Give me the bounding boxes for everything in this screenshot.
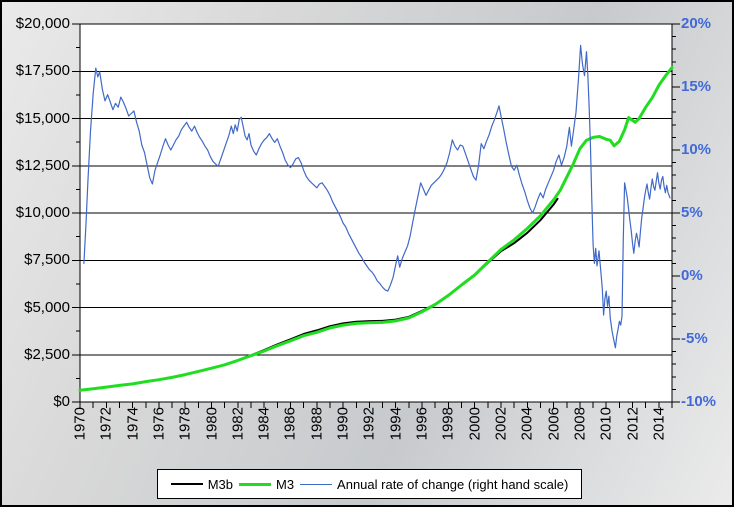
x-axis-tick-label: 1992 — [360, 407, 378, 441]
rate-line-sample-icon — [300, 483, 333, 485]
legend: M3b M3 Annual rate of change (right hand… — [157, 469, 582, 499]
x-axis-tick-label: 2002 — [492, 407, 510, 441]
left-axis-tick-label: $20,000 — [15, 15, 70, 32]
right-axis-tick-label: 10% — [681, 141, 712, 158]
left-axis-tick-label: $10,000 — [15, 204, 70, 221]
left-axis-tick-label: $12,500 — [15, 156, 70, 174]
x-axis-tick-label: 1980 — [203, 407, 221, 441]
x-axis-tick-label: 2006 — [545, 407, 563, 441]
x-axis-tick-label: 1996 — [413, 407, 431, 441]
legend-label-m3b: M3b — [207, 476, 233, 492]
x-axis-tick-label: 2008 — [571, 407, 589, 441]
x-axis-tick-label: 1978 — [176, 407, 194, 441]
x-axis-tick-label: 1988 — [308, 407, 326, 441]
x-axis-tick-label: 1976 — [150, 407, 168, 441]
left-axis-tick-label: $2,500 — [24, 345, 70, 363]
right-axis-tick-label: 5% — [681, 204, 703, 221]
m3-line-sample-icon — [238, 482, 271, 486]
x-axis-tick-label: 2004 — [518, 407, 536, 441]
left-axis-tick-label: $7,500 — [24, 251, 70, 269]
x-axis-tick-label: 1990 — [334, 407, 352, 441]
left-axis-tick-label: $17,500 — [15, 62, 70, 80]
x-axis-tick-label: 1972 — [97, 407, 115, 441]
right-axis-tick-label: -10% — [681, 393, 717, 410]
left-axis-tick-label: $5,000 — [24, 298, 70, 316]
legend-item-m3: M3 — [238, 476, 295, 492]
x-axis-tick-label: 1982 — [229, 407, 247, 441]
x-axis-tick-label: 1994 — [387, 407, 405, 441]
x-axis-tick-label: 1984 — [255, 407, 273, 441]
legend-label-rate: Annual rate of change (right hand scale) — [337, 476, 569, 492]
left-axis-tick-label: $0 — [53, 393, 70, 410]
x-axis-tick-label: 2014 — [650, 407, 668, 441]
legend-label-m3: M3 — [275, 476, 295, 492]
legend-item-m3b: M3b — [170, 476, 233, 492]
right-axis-tick-label: 20% — [681, 15, 712, 32]
x-axis-tick-label: 1974 — [124, 407, 142, 441]
left-axis-tick-label: $15,000 — [15, 109, 70, 127]
right-axis-tick-label: 0% — [681, 267, 703, 284]
x-axis-tick-label: 2000 — [466, 407, 484, 441]
x-axis-tick-label: 2012 — [624, 407, 642, 441]
right-axis-tick-label: 15% — [681, 78, 712, 95]
x-axis-tick-label: 1986 — [281, 407, 299, 441]
right-axis-tick-label: -5% — [681, 330, 708, 347]
x-axis-tick-label: 1998 — [439, 407, 457, 441]
m3b-line-sample-icon — [170, 483, 203, 485]
x-axis-tick-label: 2010 — [597, 407, 615, 441]
legend-item-rate: Annual rate of change (right hand scale) — [300, 477, 568, 492]
x-axis-tick-label: 1970 — [71, 407, 89, 441]
